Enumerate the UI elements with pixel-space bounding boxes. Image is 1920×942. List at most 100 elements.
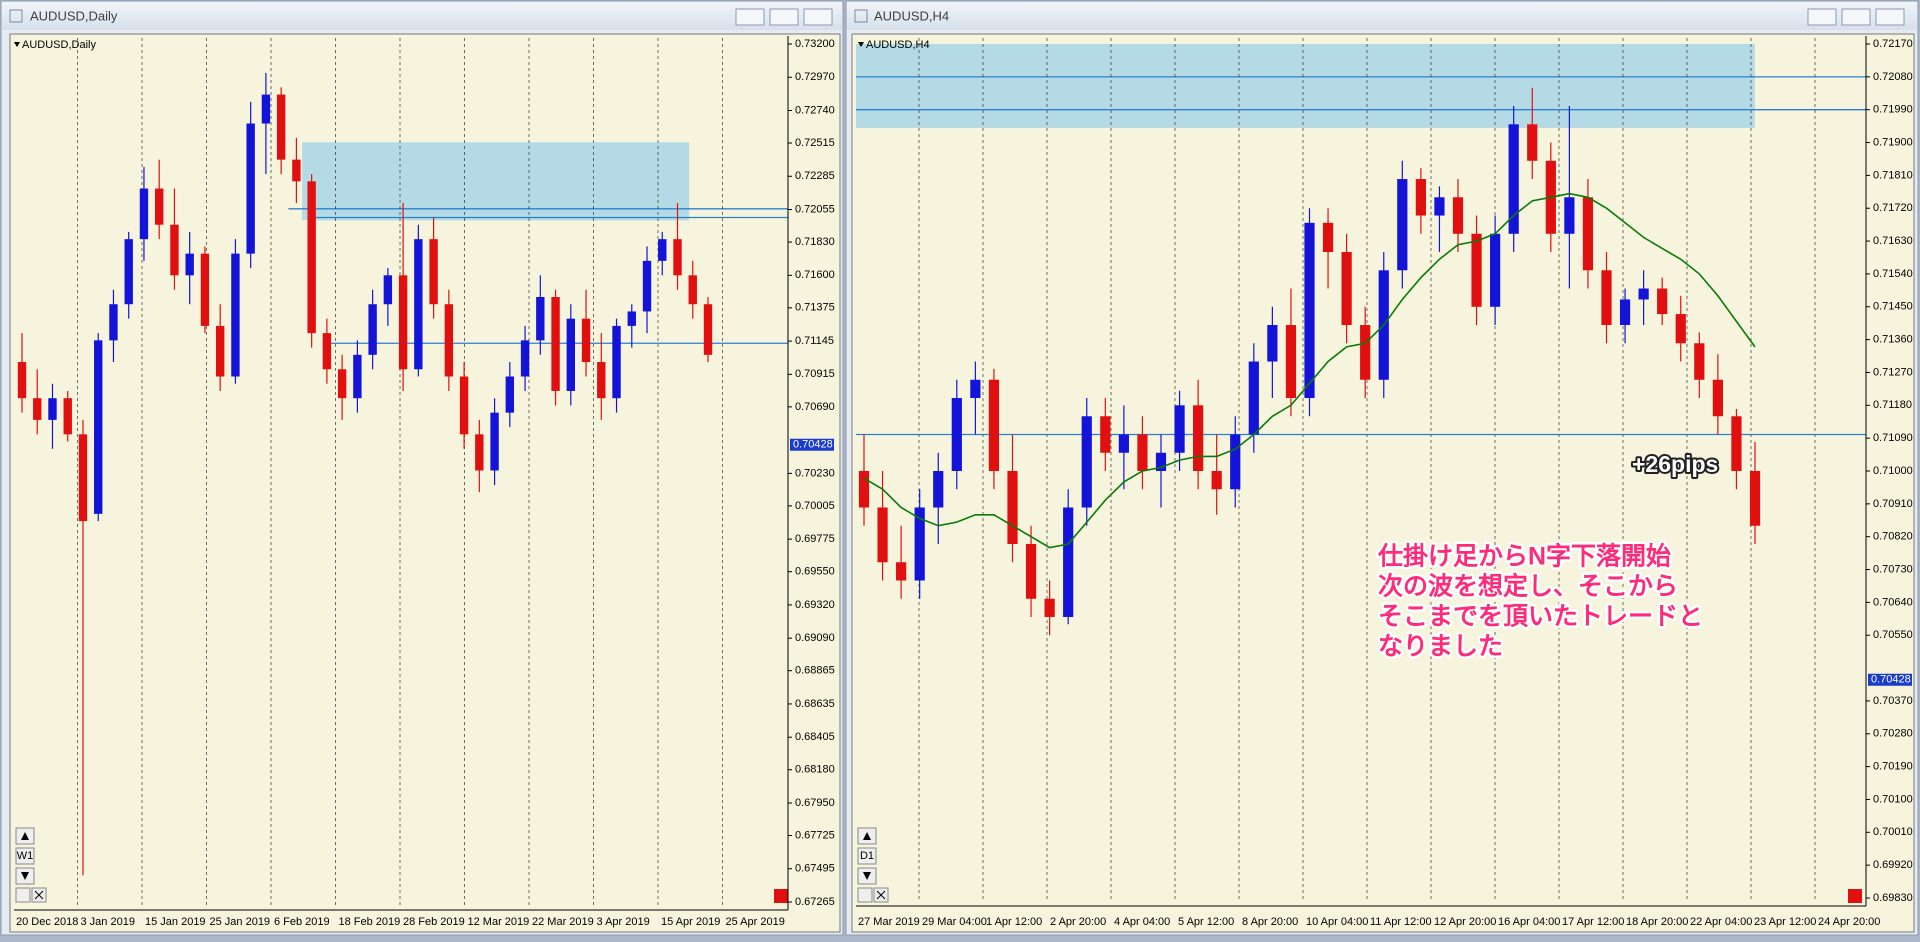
bid-label: 0.70428 <box>793 439 833 451</box>
period-label: D1 <box>860 850 874 862</box>
candle-body <box>988 379 1000 471</box>
candle-body <box>1415 179 1426 216</box>
candle-body <box>1100 416 1111 453</box>
candle-body <box>1434 197 1445 216</box>
y-tick-label: 0.70820 <box>1873 531 1913 543</box>
y-tick-label: 0.73200 <box>795 38 835 50</box>
x-tick-label: 12 Apr 20:00 <box>1434 916 1496 928</box>
candle-body <box>1490 233 1501 307</box>
y-tick-label: 0.67950 <box>795 797 835 809</box>
tool-button[interactable] <box>857 887 873 903</box>
y-tick-label: 0.70730 <box>1873 563 1913 575</box>
alert-icon <box>1848 889 1862 903</box>
bid-label: 0.70428 <box>1871 674 1911 686</box>
x-tick-label: 22 Mar 2019 <box>532 916 594 928</box>
candle-body <box>63 398 72 435</box>
candle-body <box>1601 270 1612 326</box>
candle-body <box>1731 416 1742 471</box>
candle-body <box>170 224 179 276</box>
x-tick-label: 28 Feb 2019 <box>403 916 465 928</box>
y-tick-label: 0.70640 <box>1873 596 1913 608</box>
y-tick-label: 0.69775 <box>795 533 835 545</box>
x-tick-label: 29 Mar 04:00 <box>922 916 987 928</box>
candle-body <box>368 304 377 355</box>
candle-body <box>429 239 438 305</box>
candle-body <box>1322 222 1334 253</box>
y-tick-label: 0.70190 <box>1873 761 1913 773</box>
candle-body <box>1657 288 1668 315</box>
supply-zone <box>302 142 690 221</box>
moving-average <box>863 192 1756 549</box>
candle-body <box>276 94 286 160</box>
candle-body <box>398 275 408 370</box>
candle-body <box>475 434 484 471</box>
candle-body <box>1285 325 1297 399</box>
y-tick-label: 0.71540 <box>1873 268 1913 280</box>
trade-note: なりました <box>1378 633 1503 661</box>
x-tick-label: 16 Apr 04:00 <box>1498 916 1560 928</box>
maximize-button[interactable] <box>1841 8 1871 26</box>
y-tick-label: 0.71450 <box>1873 301 1913 313</box>
label-arrow <box>14 42 20 47</box>
y-tick-label: 0.71360 <box>1873 334 1913 346</box>
candle-body <box>444 304 454 377</box>
candle-body <box>1137 434 1148 471</box>
candle-body <box>673 239 682 276</box>
y-tick-label: 0.68180 <box>795 764 835 776</box>
x-tick-label: 18 Feb 2019 <box>339 916 401 928</box>
trade-note: 仕掛け足からN字下落開始 <box>1377 542 1671 571</box>
candle-body <box>322 333 332 370</box>
candle-body <box>536 296 545 341</box>
candle-body <box>459 376 469 435</box>
candle-body <box>1527 124 1538 161</box>
window-icon <box>854 9 868 23</box>
down-arrow <box>863 872 871 880</box>
chart-label: AUDUSD,Daily <box>22 39 96 51</box>
x-tick-label: 12 Mar 2019 <box>468 916 530 928</box>
candle-body <box>877 507 888 563</box>
y-tick-label: 0.70550 <box>1873 629 1913 641</box>
candle-body <box>1248 361 1259 435</box>
minimize-button[interactable] <box>1807 8 1837 26</box>
supply-zone <box>856 44 1755 128</box>
up-arrow <box>21 832 29 840</box>
candle-body <box>1749 471 1761 526</box>
candle-body <box>970 379 981 399</box>
minimize-button[interactable] <box>735 8 765 26</box>
candle-body <box>951 398 962 471</box>
period-button[interactable] <box>857 847 877 865</box>
candle-body <box>414 239 423 370</box>
y-tick-label: 0.69830 <box>1873 892 1913 904</box>
tool-button[interactable] <box>15 887 31 903</box>
result-annotation: +26pips <box>1632 451 1718 477</box>
candle-body <box>17 362 27 399</box>
y-tick-label: 0.72055 <box>795 203 835 215</box>
candle-body <box>1397 179 1408 271</box>
title-bar <box>2 2 842 30</box>
close-button[interactable] <box>803 8 833 26</box>
y-tick-label: 0.72515 <box>795 137 835 149</box>
y-tick-label: 0.71270 <box>1873 366 1913 378</box>
candle-body <box>490 412 499 471</box>
candle-body <box>353 354 362 399</box>
candle-body <box>566 318 575 391</box>
close-button[interactable] <box>1875 8 1905 26</box>
candle-body <box>1712 379 1723 417</box>
x-tick-label: 1 Apr 12:00 <box>986 916 1042 928</box>
y-tick-label: 0.70005 <box>795 500 835 512</box>
candle-body <box>94 340 103 514</box>
y-tick-label: 0.72970 <box>795 71 835 83</box>
candle-body <box>109 304 118 341</box>
y-tick-label: 0.71720 <box>1873 202 1913 214</box>
candle-body <box>505 376 515 413</box>
candle-body <box>383 275 393 305</box>
x-tick-label: 2 Apr 20:00 <box>1050 916 1106 928</box>
maximize-button[interactable] <box>769 8 799 26</box>
period-button[interactable] <box>15 847 35 865</box>
x-tick-label: 17 Apr 12:00 <box>1562 916 1624 928</box>
x-tick-label: 22 Apr 04:00 <box>1690 916 1752 928</box>
window-title: AUDUSD,H4 <box>874 8 949 23</box>
y-tick-label: 0.72285 <box>795 170 835 182</box>
candle-body <box>1360 325 1371 380</box>
